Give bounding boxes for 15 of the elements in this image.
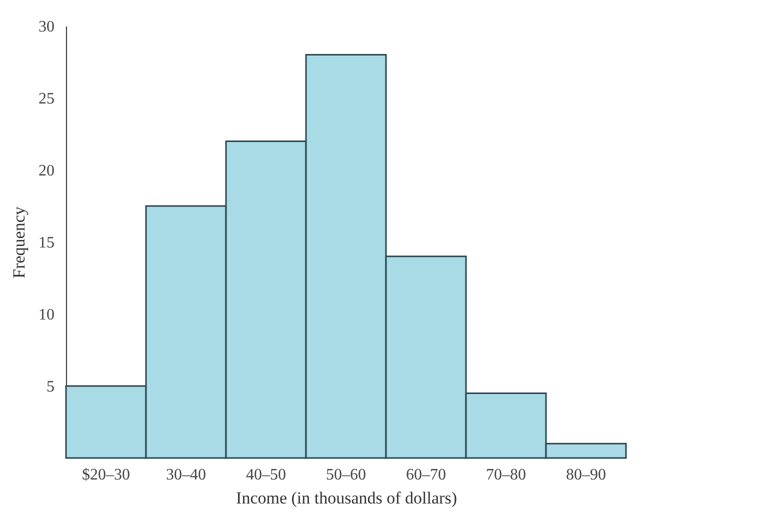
y-tick-label: 20 <box>38 162 54 180</box>
x-tick-label: 40–50 <box>246 466 286 484</box>
x-tick-label: 80–90 <box>566 466 606 484</box>
x-tick-label: $20–30 <box>82 466 130 484</box>
x-tick-label: 50–60 <box>326 466 366 484</box>
y-tick-label: 25 <box>38 90 54 108</box>
x-tick-label: 70–80 <box>486 466 526 484</box>
y-tick-label: 30 <box>38 18 54 36</box>
y-tick-label: 10 <box>38 306 54 324</box>
y-axis-title: Frequency <box>10 206 28 278</box>
x-tick-label: 30–40 <box>166 466 206 484</box>
x-axis-title: Income (in thousands of dollars) <box>236 488 457 508</box>
y-tick-label: 15 <box>38 234 54 252</box>
y-tick-label: 5 <box>46 378 54 396</box>
x-tick-label: 60–70 <box>406 466 446 484</box>
